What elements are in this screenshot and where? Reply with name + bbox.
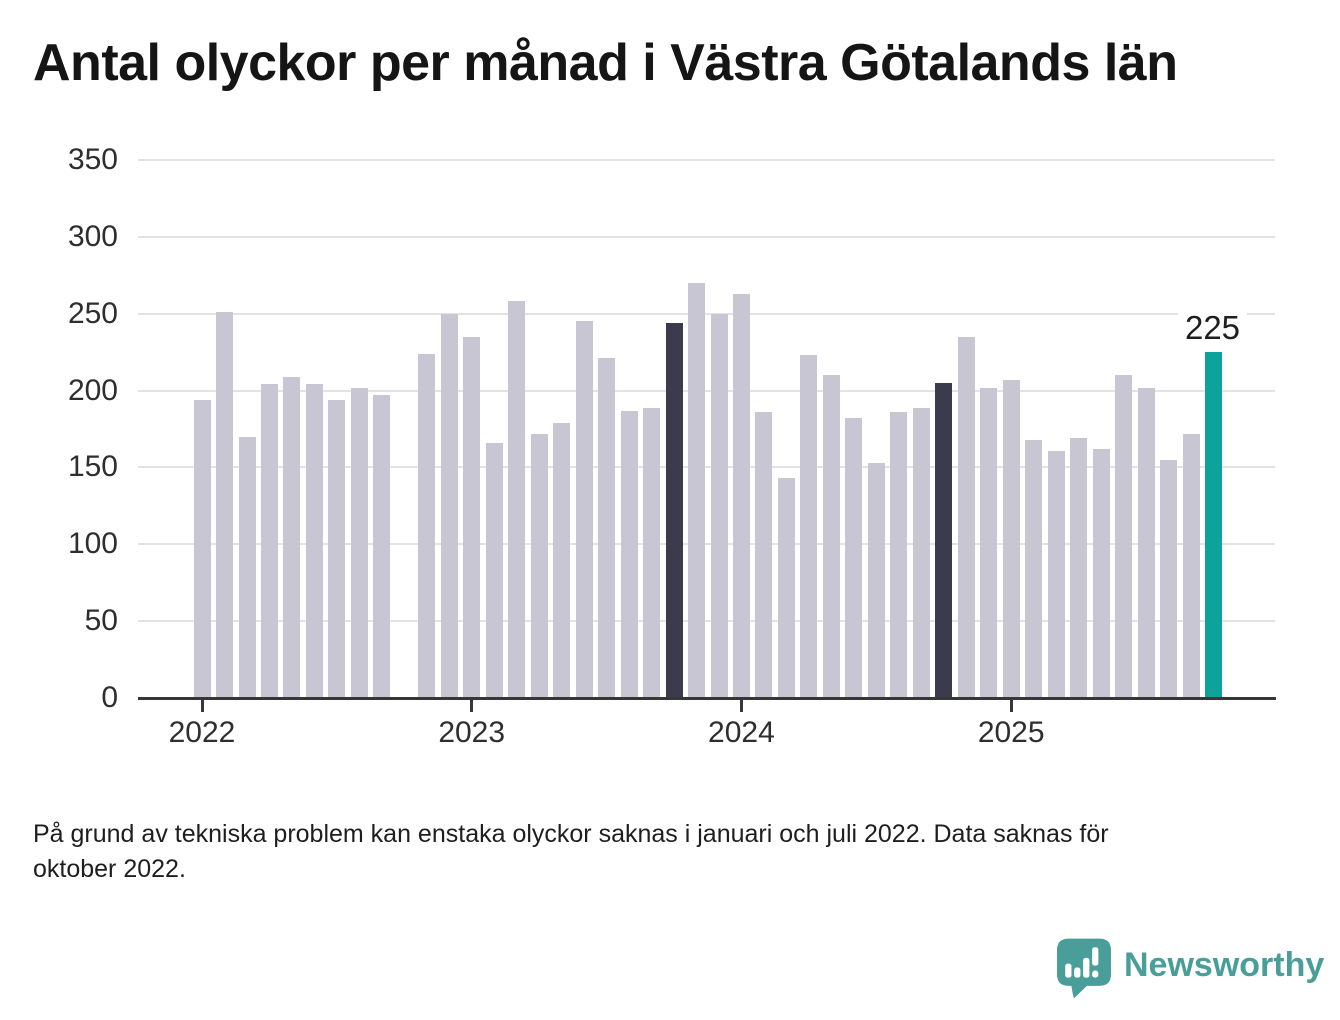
bar-2024-08 <box>890 412 908 698</box>
bar-2025-03 <box>1047 450 1065 698</box>
gridline-350 <box>138 159 1275 161</box>
bar-2024-06 <box>845 418 863 698</box>
bar-2025-04 <box>1070 438 1088 698</box>
bar-2022-02 <box>216 312 233 698</box>
bar-2023-12 <box>710 313 728 698</box>
bar-2023-03 <box>508 301 526 698</box>
bar-2022-01 <box>193 399 211 698</box>
gridline-250 <box>138 312 1275 315</box>
bar-2024-10 <box>935 382 953 698</box>
x-tick-2024 <box>739 699 743 712</box>
x-axis-line <box>138 696 1276 700</box>
chart-title: Antal olyckor per månad i Västra Götalan… <box>33 34 1178 92</box>
latest-value-label: 225 <box>1133 309 1293 347</box>
bar-2023-05 <box>553 422 571 698</box>
newsworthy-wordmark: Newsworthy <box>1124 946 1325 984</box>
x-tick-label-2023: 2023 <box>438 716 506 749</box>
x-tick-label-2025: 2025 <box>977 716 1045 749</box>
bar-2023-02 <box>485 442 503 698</box>
bar-2023-11 <box>688 283 705 698</box>
bar-2022-08 <box>350 387 368 698</box>
bar-2023-09 <box>643 407 660 698</box>
bar-2025-07 <box>1137 387 1155 698</box>
x-tick-2025 <box>1009 699 1013 712</box>
bar-2024-09 <box>912 407 930 698</box>
bar-2022-06 <box>305 384 323 698</box>
y-tick-label-50: 50 <box>84 604 118 638</box>
newsworthy-speech-bubble-bar-chart-icon <box>1057 938 1111 999</box>
y-tick-label-150: 150 <box>67 450 118 484</box>
bar-2025-05 <box>1092 449 1110 698</box>
bar-2023-04 <box>530 433 548 698</box>
bar-2025-10 <box>1205 352 1222 698</box>
bar-2025-01 <box>1002 379 1020 698</box>
bar-2023-07 <box>598 358 616 698</box>
gridline-300 <box>138 235 1275 238</box>
bar-2025-02 <box>1025 439 1043 698</box>
footnote-line-1: På grund av tekniska problem kan enstaka… <box>33 820 1109 848</box>
bar-2024-04 <box>800 355 818 698</box>
bar-2025-06 <box>1115 375 1133 698</box>
bar-2025-09 <box>1182 433 1200 698</box>
y-tick-label-100: 100 <box>67 527 118 561</box>
footnote: På grund av tekniska problem kan enstaka… <box>33 817 1293 887</box>
y-tick-label-200: 200 <box>67 373 118 407</box>
bar-2023-10 <box>665 322 683 698</box>
bar-2024-12 <box>980 387 998 698</box>
bar-2022-03 <box>238 436 256 698</box>
bar-2024-01 <box>732 293 750 698</box>
bar-2024-05 <box>822 375 840 698</box>
bar-2022-04 <box>260 384 278 698</box>
gridline-150 <box>138 466 1275 469</box>
y-tick-label-250: 250 <box>67 296 118 330</box>
bar-2024-03 <box>777 478 795 698</box>
y-tick-label-300: 300 <box>67 219 118 253</box>
x-tick-2022 <box>200 699 204 712</box>
bar-2023-08 <box>620 410 638 698</box>
footnote-line-2: oktober 2022. <box>33 855 186 883</box>
gridline-200 <box>138 389 1275 392</box>
x-tick-label-2022: 2022 <box>168 716 236 749</box>
bar-2022-11 <box>418 353 436 698</box>
x-tick-label-2024: 2024 <box>708 716 775 749</box>
x-tick-2023 <box>470 699 474 712</box>
y-tick-label-350: 350 <box>67 143 118 176</box>
bar-2023-06 <box>575 321 593 698</box>
latest-value-text: 225 <box>1177 309 1248 347</box>
bar-2022-12 <box>440 313 458 698</box>
bar-2022-09 <box>373 395 391 698</box>
bar-2024-02 <box>755 412 773 698</box>
bar-2024-07 <box>867 462 885 698</box>
y-tick-label-0: 0 <box>101 681 118 714</box>
newsworthy-logo: Newsworthy <box>1057 938 1324 1002</box>
gridline-50 <box>138 620 1275 623</box>
bar-2024-11 <box>957 336 975 698</box>
bar-2022-07 <box>328 399 346 698</box>
bar-2023-01 <box>463 336 481 698</box>
bar-2025-08 <box>1160 459 1177 698</box>
bar-2022-05 <box>283 376 301 698</box>
gridline-100 <box>138 543 1275 546</box>
